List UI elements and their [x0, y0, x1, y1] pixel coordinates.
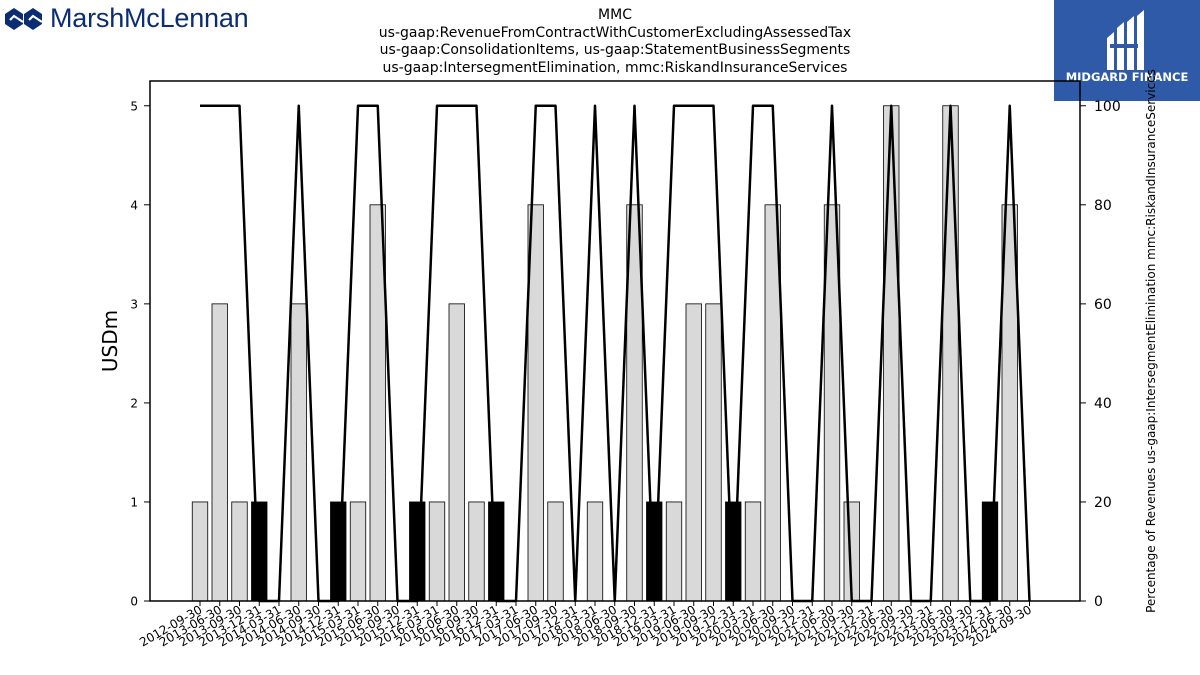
- partner-logo-icon: [1107, 10, 1144, 70]
- percentage-line: [200, 104, 1031, 603]
- chart-title-line: us-gaap:IntersegmentElimination, mmc:Ris…: [382, 59, 848, 76]
- y-tick-label: 2: [130, 396, 138, 410]
- partner-logo: MIDGARD FINANCE: [1054, 0, 1200, 101]
- bar: [290, 303, 307, 602]
- bar: [705, 303, 722, 602]
- y2-tick-label: 80: [1094, 198, 1112, 214]
- y-tick-label: 3: [130, 297, 138, 311]
- company-logo-text: MarshMcLennan: [50, 2, 249, 33]
- y-axis-label: USDm: [98, 310, 122, 372]
- chart-title-line: MMC: [598, 7, 632, 23]
- y2-tick-label: 40: [1094, 396, 1112, 412]
- company-logo: MarshMcLennan: [4, 2, 249, 34]
- bar: [448, 303, 465, 602]
- partner-logo-text: MIDGARD FINANCE: [1065, 70, 1189, 84]
- y2-tick-label: 60: [1094, 297, 1112, 313]
- bar: [744, 501, 762, 602]
- bar: [883, 105, 900, 602]
- bar: [428, 501, 446, 602]
- bar: [547, 501, 564, 602]
- bar: [231, 501, 248, 602]
- line-series: [200, 104, 1031, 603]
- bar: [211, 303, 228, 602]
- y2-tick-label: 100: [1094, 99, 1121, 115]
- bar: [665, 501, 683, 602]
- y2-tick-label: 20: [1094, 495, 1112, 511]
- y-tick-label: 0: [130, 595, 138, 609]
- y2-axis-label: Percentage of Revenues us-gaap:Intersegm…: [1144, 69, 1158, 613]
- x-axis: 2012-09-302013-06-302013-09-302013-12-31…: [137, 601, 1034, 649]
- y2-tick-label: 0: [1094, 594, 1103, 610]
- bar: [942, 105, 959, 602]
- y-axis: 0 1 2 3 4 5: [130, 99, 150, 609]
- chart-title-line: us-gaap:RevenueFromContractWithCustomerE…: [378, 24, 852, 41]
- y-tick-label: 1: [130, 495, 138, 509]
- y2-axis: 0 20 40 60 80 100: [1080, 99, 1121, 610]
- bar: [468, 501, 485, 602]
- bar: [349, 501, 367, 602]
- company-logo-icon: [5, 8, 43, 30]
- y-tick-label: 4: [130, 198, 138, 212]
- chart-title: MMC us-gaap:RevenueFromContractWithCusto…: [330, 7, 900, 77]
- bar: [586, 501, 604, 602]
- chart-title-line: us-gaap:ConsolidationItems, us-gaap:Stat…: [379, 42, 851, 58]
- bar: [191, 501, 209, 602]
- bar: [685, 303, 702, 602]
- y-tick-label: 5: [130, 99, 138, 113]
